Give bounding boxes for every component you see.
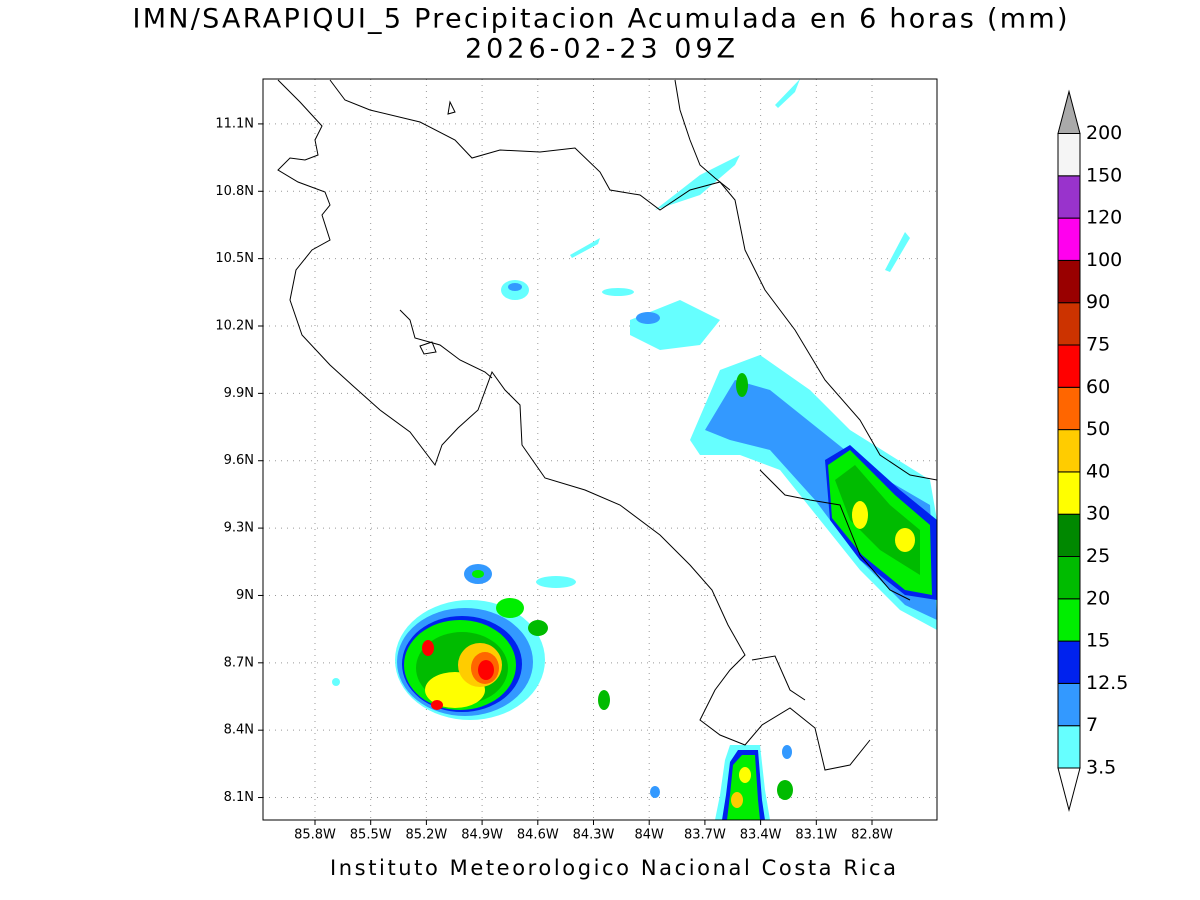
lat-label: 10.8N bbox=[215, 184, 254, 199]
colorbar-label: 100 bbox=[1086, 249, 1122, 271]
colorbar-box bbox=[1057, 513, 1081, 558]
lat-label: 8.1N bbox=[224, 790, 254, 805]
lat-label: 8.4N bbox=[224, 723, 254, 738]
colorbar-box bbox=[1057, 133, 1081, 177]
lon-label: 83.1W bbox=[795, 828, 837, 843]
colorbar-box bbox=[1057, 302, 1081, 346]
lon-label: 85.5W bbox=[350, 828, 392, 843]
subtitle: 2026-02-23 09Z bbox=[465, 34, 735, 65]
colorbar-label: 75 bbox=[1086, 334, 1110, 356]
map-frame bbox=[262, 78, 938, 821]
title: IMN/SARAPIQUI_5 Precipitacion Acumulada … bbox=[133, 4, 1068, 35]
lon-label: 84.3W bbox=[573, 828, 615, 843]
colorbar-label: 50 bbox=[1086, 418, 1110, 440]
precipitation bbox=[332, 79, 937, 820]
lon-label: 82.8W bbox=[851, 828, 893, 843]
colorbar-box bbox=[1057, 471, 1081, 515]
lat-label: 8.7N bbox=[224, 655, 254, 670]
colorbar-box bbox=[1057, 175, 1081, 219]
colorbar-label: 90 bbox=[1086, 291, 1110, 313]
colorbar-label: 150 bbox=[1086, 164, 1122, 186]
colorbar-over bbox=[1057, 89, 1081, 134]
colorbar-label: 20 bbox=[1086, 587, 1110, 609]
colorbar-box bbox=[1057, 386, 1081, 431]
lat-label: 11.1N bbox=[215, 116, 254, 131]
colorbar-label: 120 bbox=[1086, 207, 1122, 229]
colorbar-label: 200 bbox=[1086, 122, 1122, 144]
colorbar-box bbox=[1057, 725, 1081, 769]
lat-label: 9N bbox=[236, 588, 254, 603]
colorbar-label: 60 bbox=[1086, 376, 1110, 398]
colorbar-box bbox=[1057, 217, 1081, 261]
colorbar: 3.5 7 12.5 15 20 25 30 40 50 60 75 90 100 120 150 200 bbox=[1057, 89, 1128, 812]
colorbar-label: 40 bbox=[1086, 460, 1110, 482]
colorbar-box bbox=[1057, 259, 1081, 304]
lat-label: 9.3N bbox=[224, 521, 254, 536]
colorbar-under bbox=[1057, 767, 1081, 812]
lon-label: 83.7W bbox=[684, 828, 726, 843]
colorbar-label: 30 bbox=[1086, 503, 1110, 525]
colorbar-label: 15 bbox=[1086, 630, 1110, 652]
lat-label: 10.5N bbox=[215, 251, 254, 266]
colorbar-label: 7 bbox=[1086, 714, 1098, 736]
lat-label: 9.6N bbox=[224, 453, 254, 468]
colorbar-label: 3.5 bbox=[1086, 757, 1116, 779]
colorbar-label: 12.5 bbox=[1086, 672, 1128, 694]
lat-label: 10.2N bbox=[215, 319, 254, 334]
coastlines bbox=[277, 79, 937, 771]
lon-label: 83.4W bbox=[740, 828, 782, 843]
colorbar-box bbox=[1057, 556, 1081, 600]
lon-label: 85.2W bbox=[405, 828, 447, 843]
lon-label: 84W bbox=[635, 828, 665, 843]
colorbar-box bbox=[1057, 344, 1081, 388]
colorbar-label: 25 bbox=[1086, 545, 1110, 567]
colorbar-box bbox=[1057, 682, 1081, 727]
lat-label: 9.9N bbox=[224, 386, 254, 401]
footer: Instituto Meteorologico Nacional Costa R… bbox=[330, 856, 896, 880]
colorbar-box bbox=[1057, 640, 1081, 684]
lon-label: 84.9W bbox=[461, 828, 503, 843]
colorbar-box bbox=[1057, 598, 1081, 642]
colorbar-box bbox=[1057, 429, 1081, 473]
lon-label: 84.6W bbox=[517, 828, 559, 843]
lon-label: 85.8W bbox=[294, 828, 336, 843]
grid bbox=[263, 79, 937, 820]
